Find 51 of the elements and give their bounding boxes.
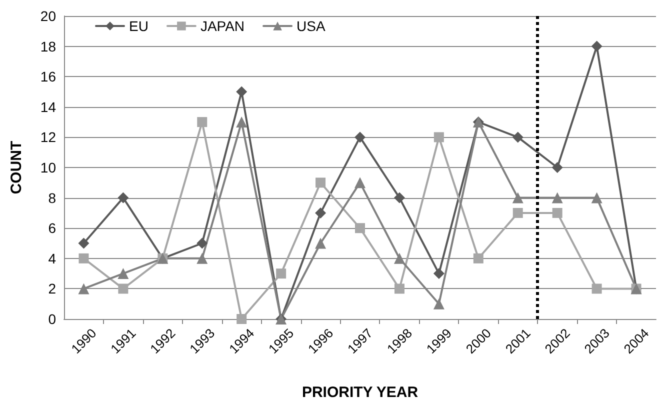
point: [591, 192, 602, 204]
y-tick-label: 8: [48, 190, 56, 206]
point: [316, 178, 326, 188]
y-tick-label: 6: [48, 220, 56, 236]
y-tick-label: 12: [40, 129, 56, 146]
legend-label: USA: [296, 18, 326, 34]
y-tick-label: 16: [40, 68, 56, 85]
point: [394, 192, 405, 204]
x-axis-title: PRIORITY YEAR: [302, 384, 418, 401]
point: [354, 177, 366, 188]
point: [78, 253, 89, 264]
y-tick-label: 18: [40, 38, 56, 54]
point: [512, 132, 524, 143]
point: [118, 284, 128, 294]
point: [118, 192, 129, 204]
point: [512, 208, 523, 218]
point: [552, 208, 562, 218]
y-tick-label: 2: [48, 280, 56, 297]
point: [355, 223, 365, 234]
point: [394, 284, 404, 294]
point: [433, 298, 444, 310]
y-axis-title: COUNT: [8, 140, 25, 194]
y-tick-label: 4: [48, 250, 56, 266]
point: [118, 268, 129, 280]
point: [473, 253, 484, 264]
point: [434, 132, 444, 142]
point: [236, 314, 247, 324]
point: [196, 252, 208, 264]
point: [552, 162, 563, 173]
point: [276, 268, 286, 279]
point: [592, 284, 602, 294]
point: [196, 238, 208, 249]
legend-label: EU: [129, 18, 148, 34]
point: [315, 238, 326, 249]
y-tick-label: 0: [48, 311, 56, 327]
y-tick-label: 10: [40, 160, 56, 176]
point: [197, 117, 208, 128]
point: [236, 86, 248, 98]
y-tick-label: 14: [40, 98, 56, 115]
point: [315, 207, 326, 218]
point: [591, 40, 602, 52]
point: [433, 268, 444, 280]
point: [78, 283, 90, 294]
point: [394, 252, 405, 264]
y-tick-label: 20: [40, 8, 56, 24]
point: [236, 116, 248, 128]
point: [78, 238, 90, 249]
point: [552, 192, 563, 204]
legend-label: JAPAN: [200, 18, 245, 34]
point: [354, 132, 366, 143]
point: [512, 192, 524, 204]
